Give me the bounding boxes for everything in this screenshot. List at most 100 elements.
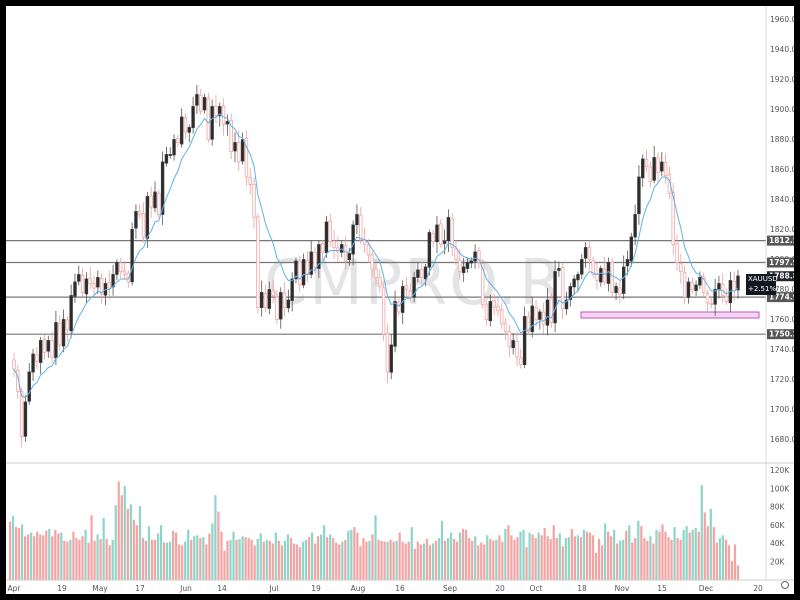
price-tick-label: 1920.000	[770, 75, 794, 84]
level-price-tag-text: 1774.930	[769, 293, 794, 302]
gear-icon[interactable]	[781, 581, 789, 589]
volume-bar	[455, 541, 459, 580]
price-tick-label: 1740.000	[770, 345, 794, 354]
volume-bar	[507, 525, 510, 580]
volume-tick-label: 20K	[770, 557, 786, 566]
candle-body	[374, 268, 378, 278]
volume-bar	[338, 544, 341, 580]
candle-body	[595, 273, 599, 281]
candlestick-chart[interactable]: CMPRO.R 1960.0001940.0001920.0001900.000…	[6, 6, 794, 594]
candle-body	[484, 304, 489, 320]
volume-bar	[483, 544, 486, 580]
volume-bar	[356, 532, 359, 580]
volume-bar	[147, 526, 151, 580]
volume-bar	[582, 529, 586, 580]
volume-bar	[353, 527, 356, 580]
volume-bar	[48, 528, 51, 580]
level-price-tag-text: 1750.220	[769, 330, 794, 339]
volume-bar	[87, 542, 90, 580]
volume-bar	[398, 532, 401, 580]
candle-body	[248, 176, 252, 185]
candle-body	[73, 281, 77, 297]
volume-bars	[8, 481, 740, 580]
volume-bar	[471, 540, 474, 580]
current-price-tag	[767, 271, 794, 282]
volume-bar	[736, 565, 740, 580]
candle-body	[370, 254, 374, 271]
level-price-tag	[767, 292, 794, 303]
volume-bar	[84, 529, 87, 580]
volume-bar	[522, 529, 525, 580]
volume-bar	[159, 525, 163, 580]
support-zone[interactable]	[580, 311, 760, 319]
volume-bar	[383, 541, 386, 580]
volume-bar	[211, 523, 214, 580]
candle-body	[461, 266, 466, 273]
candle-body	[442, 241, 447, 244]
volume-bar	[498, 535, 501, 580]
level-price-tag	[767, 257, 794, 268]
candle-body	[557, 268, 561, 271]
time-tick-label: 18	[577, 584, 587, 593]
candle-body	[115, 262, 119, 275]
candle-body	[267, 289, 272, 309]
candle-body	[279, 292, 283, 320]
price-tags: 1812.580 1797.990 1774.930 1750.220 1788.850	[767, 235, 794, 340]
time-tick-label: Nov	[615, 584, 630, 593]
candle-body	[80, 274, 85, 293]
volume-bar	[567, 537, 570, 580]
volume-bar	[495, 539, 498, 580]
candle-body	[214, 105, 218, 116]
candle-body	[576, 274, 580, 281]
volume-bar	[329, 534, 332, 580]
volume-bar	[697, 531, 700, 580]
volume-bar	[277, 540, 280, 580]
candle-body	[54, 322, 58, 359]
candle-body	[256, 216, 260, 308]
candle-body	[541, 311, 546, 325]
volume-bar	[576, 535, 580, 580]
volume-bar	[320, 534, 323, 580]
candle-body	[732, 281, 736, 292]
volume-bar	[573, 536, 576, 580]
volume-bar	[362, 538, 365, 580]
volume-bar	[144, 540, 148, 580]
volume-bar	[440, 520, 444, 580]
settings-button[interactable]	[781, 581, 789, 589]
volume-bar	[449, 532, 453, 580]
candle-body	[141, 213, 146, 238]
volume-bar	[468, 538, 471, 580]
volume-bar	[594, 552, 598, 580]
volume-bar	[371, 534, 374, 580]
volume-bar	[531, 534, 534, 580]
symbol-name: XAUUSD	[748, 275, 778, 283]
volume-bar	[156, 533, 160, 580]
volume-bar	[138, 506, 141, 580]
volume-bar	[286, 534, 290, 580]
volume-bar	[304, 539, 308, 580]
volume-bar	[570, 528, 573, 580]
volume-bar	[93, 540, 96, 580]
current-price-tag-text: 1788.850	[769, 272, 794, 281]
volume-bar	[380, 540, 383, 580]
ma-line	[13, 113, 739, 399]
volume-bar	[72, 531, 75, 580]
candle-body	[549, 298, 553, 323]
candle-body	[38, 340, 43, 363]
axes: 1960.000 1940.000 1920.000 1900.000 1880.000…	[6, 6, 794, 593]
candle-body	[240, 139, 245, 162]
volume-bar	[688, 532, 691, 580]
volume-bar	[20, 524, 24, 580]
volume-bar	[341, 541, 344, 580]
candle-body	[378, 277, 382, 287]
candle-body	[454, 248, 458, 260]
volume-bar	[54, 529, 57, 580]
candle-body	[69, 295, 73, 332]
candle-body	[526, 316, 531, 332]
volume-bar	[510, 535, 513, 580]
volume-bar	[301, 541, 305, 580]
volume-bar	[365, 541, 368, 580]
time-tick-label: Sep	[443, 584, 457, 593]
volume-bar	[658, 531, 661, 580]
candle-body	[99, 277, 104, 295]
